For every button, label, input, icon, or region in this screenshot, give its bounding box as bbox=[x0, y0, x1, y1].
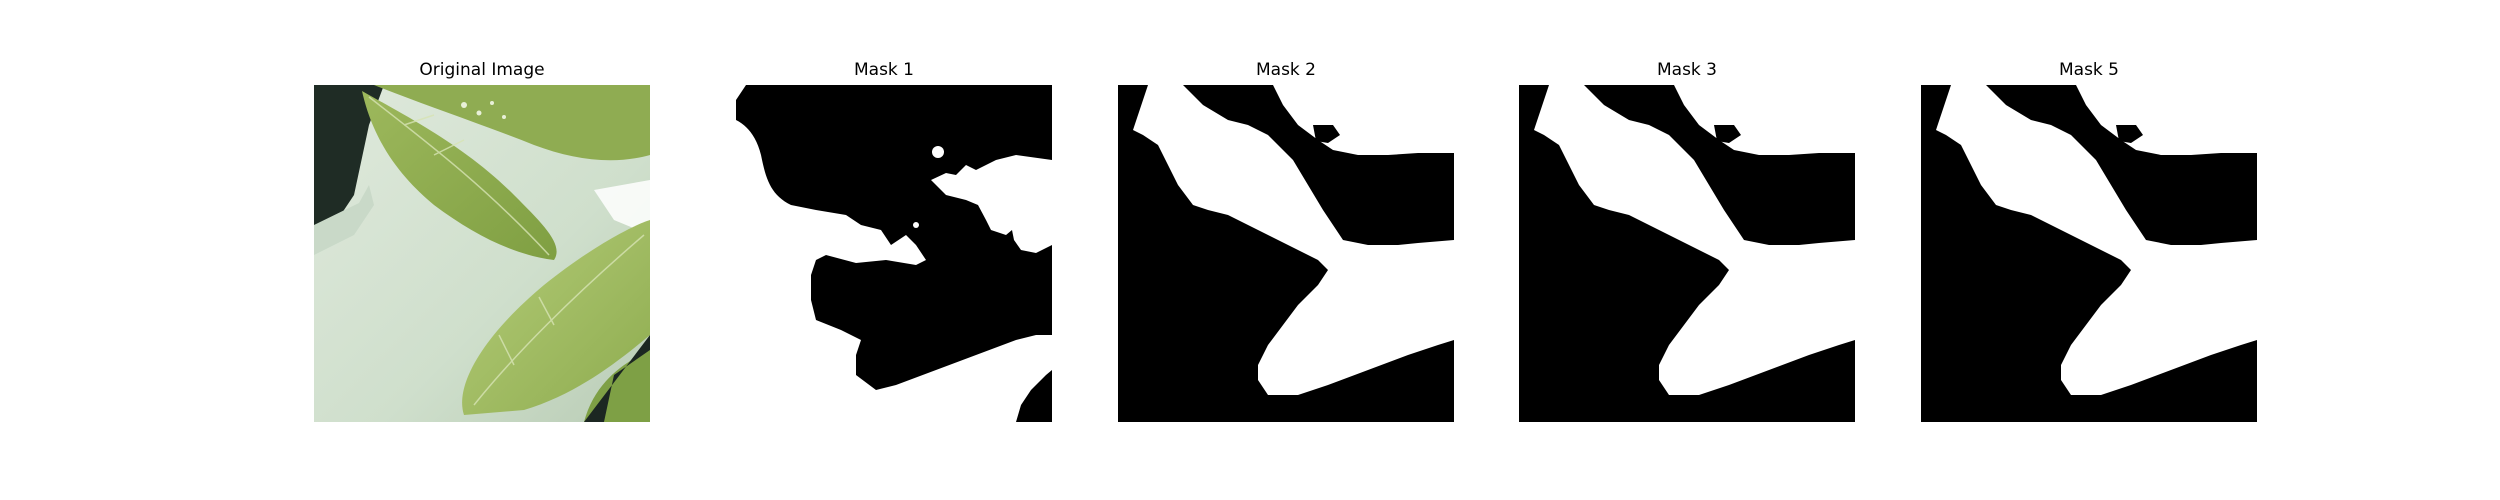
mask-3-graphic bbox=[1519, 85, 1855, 422]
mask-image bbox=[1118, 85, 1454, 422]
panel-title: Mask 5 bbox=[2058, 60, 2119, 80]
panel-title: Mask 1 bbox=[853, 60, 914, 80]
panel-mask-5: Mask 5 bbox=[1921, 0, 2257, 500]
mask-image bbox=[716, 85, 1052, 422]
leaf-photo bbox=[314, 85, 650, 422]
panel-title: Mask 3 bbox=[1656, 60, 1717, 80]
panel-title: Mask 2 bbox=[1255, 60, 1316, 80]
panel-title: Original Image bbox=[419, 60, 545, 80]
mask-image bbox=[1921, 85, 2257, 422]
mask-1-graphic bbox=[716, 85, 1052, 422]
panel-mask-1: Mask 1 bbox=[716, 0, 1052, 500]
mask-5-graphic bbox=[1921, 85, 2257, 422]
panel-mask-2: Mask 2 bbox=[1118, 0, 1454, 500]
panel-mask-3: Mask 3 bbox=[1519, 0, 1855, 500]
mask-2-graphic bbox=[1118, 85, 1454, 422]
panel-original-image: Original Image bbox=[314, 0, 650, 500]
mask-image bbox=[1519, 85, 1855, 422]
original-image bbox=[314, 85, 650, 422]
